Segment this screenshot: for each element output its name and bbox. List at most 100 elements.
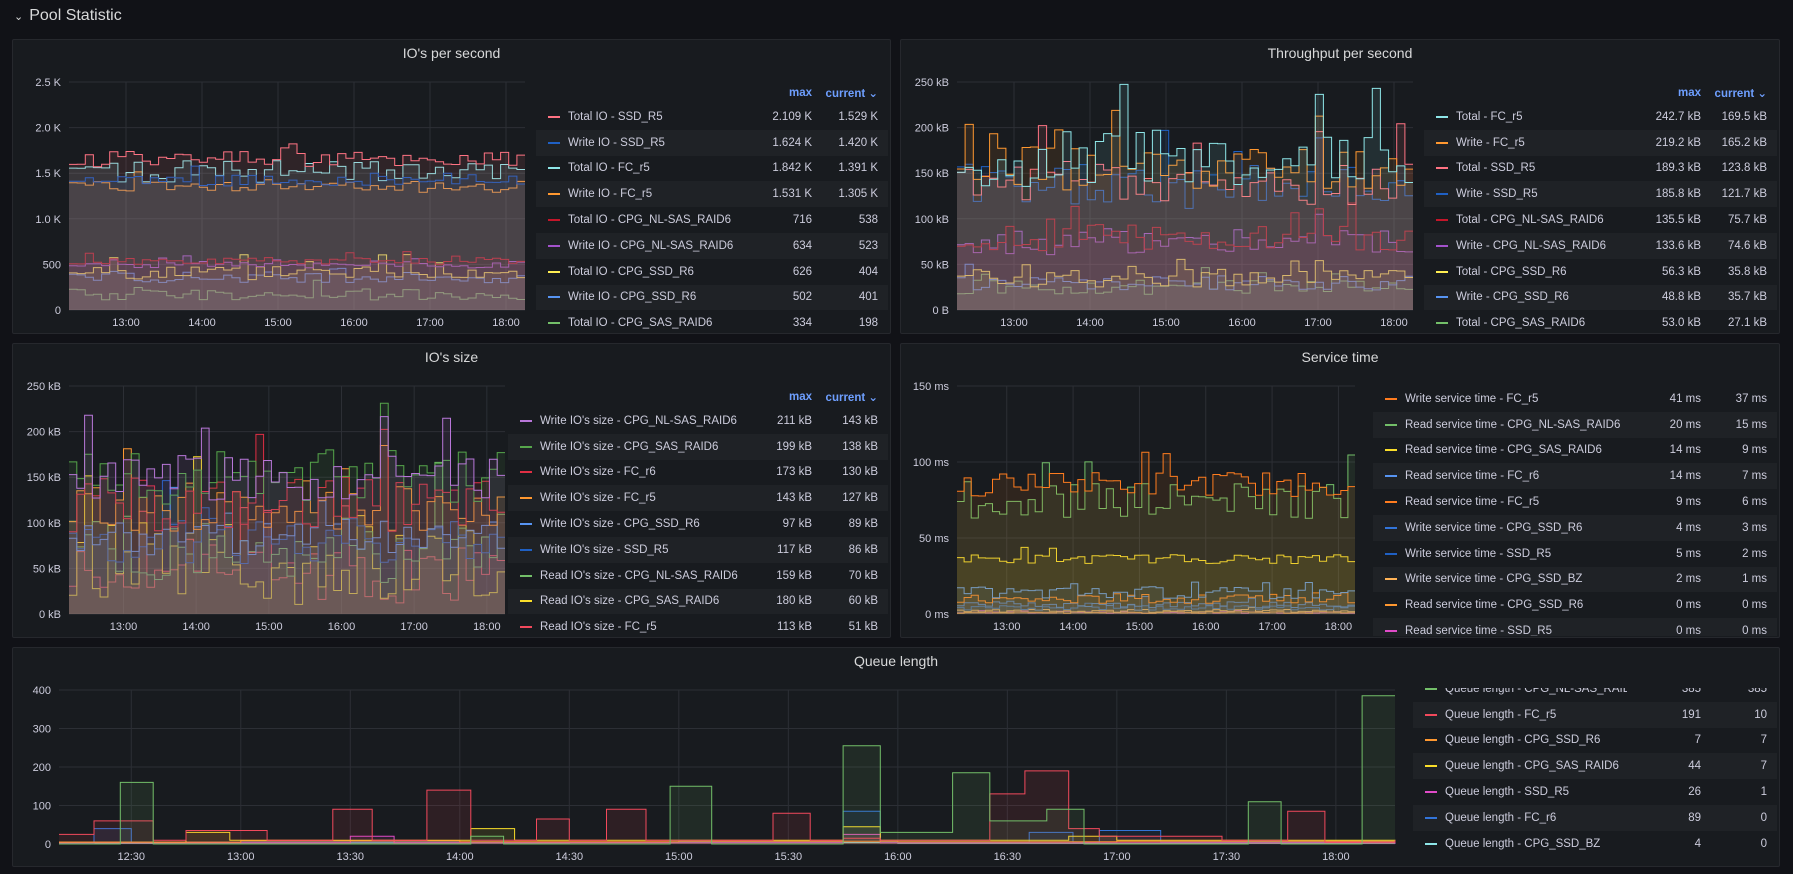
- legend-series-name[interactable]: Write IO - CPG_NL-SAS_RAID6: [568, 239, 734, 252]
- series-color-swatch[interactable]: [1425, 816, 1437, 819]
- chart-throughput[interactable]: 0 B 50 kB 100 kB 150 kB 200 kB 250 kB 13:00 14:…: [901, 70, 1421, 332]
- legend-item[interactable]: Write service time - CPG_SSD_BZ 2 ms 1 ms: [1373, 566, 1777, 593]
- series-color-swatch[interactable]: [548, 193, 560, 196]
- series-color-swatch[interactable]: [1385, 630, 1397, 633]
- legend-series-name[interactable]: Queue length - CPG_NL-SAS_RAID6: [1445, 688, 1627, 695]
- legend-series-name[interactable]: Queue length - FC_r6: [1445, 811, 1557, 824]
- series-color-swatch[interactable]: [1385, 526, 1397, 529]
- legend-item[interactable]: Read service time - CPG_SSD_R6 0 ms 0 ms: [1373, 592, 1777, 618]
- series-color-swatch[interactable]: [1436, 244, 1448, 247]
- series-color-swatch[interactable]: [1385, 423, 1397, 426]
- legend-item[interactable]: Total - CPG_NL-SAS_RAID6 135.5 kB 75.7 kB: [1424, 207, 1777, 233]
- legend-item[interactable]: Write IO - CPG_NL-SAS_RAID6 634 523: [536, 232, 888, 259]
- series-color-swatch[interactable]: [520, 574, 532, 577]
- legend-series-name[interactable]: Queue length - SSD_R5: [1445, 786, 1570, 799]
- legend-series-name[interactable]: Read IO's size - CPG_SAS_RAID6: [540, 595, 720, 608]
- legend-item[interactable]: Queue length - CPG_NL-SAS_RAID6 385 385: [1413, 688, 1777, 702]
- chart-service[interactable]: 0 ms 50 ms 100 ms 150 ms 13:00 14:00 15:00 16:0…: [901, 374, 1363, 636]
- legend-series-name[interactable]: Write - CPG_NL-SAS_RAID6: [1456, 239, 1606, 252]
- sort-current-header[interactable]: current ⌄: [1714, 88, 1767, 100]
- series-line[interactable]: [69, 143, 525, 168]
- series-line[interactable]: [957, 581, 1355, 600]
- legend-series-name[interactable]: Total IO - CPG_SAS_RAID6: [568, 317, 713, 330]
- series-color-swatch[interactable]: [548, 141, 560, 144]
- chart-iops[interactable]: 0 500 1.0 K 1.5 K 2.0 K 2.5 K 13:00 14:00 15:00 1…: [13, 70, 533, 332]
- series-line[interactable]: [69, 251, 525, 265]
- series-color-swatch[interactable]: [1385, 578, 1397, 581]
- legend-series-name[interactable]: Write IO's size - SSD_R5: [540, 543, 669, 556]
- panel-iops[interactable]: IO's per second 0 500 1.0 K 1.5 K 2.0 K 2.5 K…: [12, 39, 891, 334]
- sort-max-header[interactable]: max: [788, 391, 812, 403]
- legend-item[interactable]: Write - SSD_R5 185.8 kB 121.7 kB: [1424, 181, 1777, 208]
- legend-series-name[interactable]: Total IO - FC_r5: [568, 162, 650, 175]
- section-header[interactable]: ⌄ Pool Statistic: [14, 6, 122, 26]
- legend-item[interactable]: Write IO's size - CPG_SSD_R6 97 kB 89 kB: [508, 511, 888, 537]
- legend-item[interactable]: Read IO's size - FC_r5 113 kB 51 kB: [508, 614, 888, 636]
- legend-item[interactable]: Queue length - CPG_SAS_RAID6 44 7: [1413, 753, 1777, 780]
- legend-series-name[interactable]: Read service time - FC_r6: [1405, 470, 1540, 483]
- series-color-swatch[interactable]: [548, 167, 560, 170]
- panel-queue[interactable]: Queue length 0 100 200 300 400 12:30 13:00 13:3…: [12, 647, 1780, 867]
- legend-series-name[interactable]: Total IO - CPG_NL-SAS_RAID6: [568, 214, 731, 227]
- panel-title[interactable]: Queue length: [853, 653, 939, 669]
- legend-series-name[interactable]: Write IO - SSD_R5: [568, 136, 665, 149]
- legend-item[interactable]: Write IO's size - SSD_R5 117 kB 86 kB: [508, 536, 888, 563]
- series-color-swatch[interactable]: [520, 419, 532, 422]
- legend-item[interactable]: Write IO - SSD_R5 1.624 K 1.420 K: [536, 129, 888, 156]
- series-color-swatch[interactable]: [1436, 296, 1448, 299]
- legend-series-name[interactable]: Read service time - CPG_SSD_R6: [1405, 599, 1584, 612]
- legend-series-name[interactable]: Write - FC_r5: [1456, 136, 1525, 149]
- legend-series-name[interactable]: Total - CPG_SSD_R6: [1456, 265, 1567, 278]
- legend-series-name[interactable]: Read service time - CPG_NL-SAS_RAID6: [1405, 418, 1621, 431]
- legend-series-name[interactable]: Total IO - CPG_SSD_R6: [568, 265, 694, 278]
- legend-series-name[interactable]: Read service time - SSD_R5: [1405, 625, 1552, 636]
- series-line[interactable]: [957, 596, 1355, 609]
- legend-item[interactable]: Total IO - FC_r5 1.842 K 1.391 K: [536, 156, 888, 182]
- legend-series-name[interactable]: Write service time - CPG_SSD_BZ: [1405, 573, 1583, 586]
- legend-series-name[interactable]: Total - SSD_R5: [1456, 162, 1536, 175]
- chart-queue[interactable]: 0 100 200 300 400 12:30 13:00 13:30 14:00 14:30 15…: [13, 678, 1403, 866]
- legend-series-name[interactable]: Write - CPG_SSD_R6: [1456, 291, 1569, 304]
- legend-item[interactable]: Total IO - SSD_R5 2.109 K 1.529 K: [536, 104, 888, 130]
- series-line[interactable]: [69, 414, 505, 501]
- chart-iosize[interactable]: 0 kB 50 kB 100 kB 150 kB 200 kB 250 kB 13:00 14…: [13, 374, 513, 636]
- panel-title[interactable]: Throughput per second: [1267, 45, 1413, 61]
- legend-item[interactable]: Queue length - CPG_SSD_R6 7 7: [1413, 728, 1777, 754]
- series-color-swatch[interactable]: [1436, 115, 1448, 118]
- legend-item[interactable]: Total - SSD_R5 189.3 kB 123.8 kB: [1424, 156, 1777, 182]
- panel-title[interactable]: IO's per second: [402, 45, 501, 61]
- legend-item[interactable]: Write - FC_r5 219.2 kB 165.2 kB: [1424, 129, 1777, 156]
- legend-item[interactable]: Total IO - CPG_SSD_R6 626 404: [536, 259, 888, 285]
- legend-series-name[interactable]: Total - CPG_NL-SAS_RAID6: [1456, 214, 1604, 227]
- legend-series-name[interactable]: Write IO's size - FC_r5: [540, 492, 656, 505]
- series-color-swatch[interactable]: [548, 322, 560, 325]
- series-color-swatch[interactable]: [1385, 449, 1397, 452]
- legend-series-name[interactable]: Read service time - CPG_SAS_RAID6: [1405, 444, 1602, 457]
- legend-item[interactable]: Write IO - FC_r5 1.531 K 1.305 K: [536, 181, 888, 208]
- legend-item[interactable]: Read IO's size - CPG_NL-SAS_RAID6 159 kB 7…: [508, 563, 888, 589]
- panel-throughput[interactable]: Throughput per second 0 B 50 kB 100 kB 150 …: [900, 39, 1780, 334]
- legend-series-name[interactable]: Queue length - CPG_SAS_RAID6: [1445, 760, 1619, 773]
- series-color-swatch[interactable]: [1385, 552, 1397, 555]
- series-line[interactable]: [69, 255, 525, 269]
- legend-item[interactable]: Write service time - FC_r5 41 ms 37 ms: [1373, 386, 1777, 412]
- series-line[interactable]: [69, 480, 505, 564]
- legend-series-name[interactable]: Write - SSD_R5: [1456, 188, 1538, 201]
- panel-service[interactable]: Service time 0 ms 50 ms 100 ms 150 ms 13:00 1…: [900, 343, 1780, 638]
- series-line[interactable]: [957, 258, 1413, 288]
- series-color-swatch[interactable]: [1385, 604, 1397, 607]
- series-line[interactable]: [957, 454, 1355, 519]
- legend-item[interactable]: Write IO - CPG_SSD_R6 502 401: [536, 284, 888, 311]
- series-line[interactable]: [957, 129, 1413, 209]
- series-color-swatch[interactable]: [1425, 842, 1437, 845]
- series-color-swatch[interactable]: [1425, 739, 1437, 742]
- series-line[interactable]: [69, 267, 525, 284]
- series-color-swatch[interactable]: [520, 445, 532, 448]
- series-line[interactable]: [69, 428, 505, 533]
- legend-series-name[interactable]: Queue length - CPG_SSD_BZ: [1445, 837, 1601, 850]
- series-line[interactable]: [69, 160, 525, 183]
- legend-series-name[interactable]: Write IO's size - CPG_NL-SAS_RAID6: [540, 414, 737, 427]
- series-line[interactable]: [59, 840, 1395, 843]
- series-color-swatch[interactable]: [1436, 193, 1448, 196]
- series-color-swatch[interactable]: [1385, 397, 1397, 400]
